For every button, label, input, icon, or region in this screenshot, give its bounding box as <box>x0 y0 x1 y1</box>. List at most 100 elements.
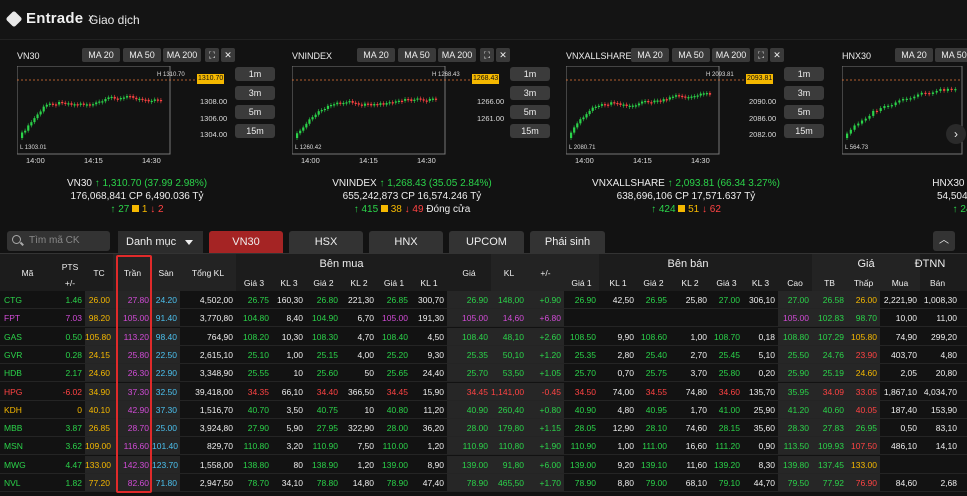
range-button-1m[interactable]: 1m <box>784 67 824 81</box>
col-header: TB <box>824 278 835 288</box>
range-button-5m[interactable]: 5m <box>510 105 550 119</box>
table-row[interactable]: CTG 1.46 26.00 27.80 24.20 4,502,00 26.75 160,3… <box>0 291 967 309</box>
cell: 26.95 <box>645 295 667 305</box>
cell: 10,30 <box>281 331 303 342</box>
range-button-3m[interactable]: 3m <box>510 86 550 100</box>
range-button-15m[interactable]: 15m <box>235 124 275 138</box>
col-header: Giá 2 <box>313 278 334 288</box>
cell: 27.00 <box>718 295 740 305</box>
col-header[interactable]: Mã <box>21 268 34 278</box>
index-chart-vnindex[interactable]: VNINDEX MA 20 MA 50 MA 200 ⛶ ✕ 1m 3m 5m 15m L 1260… <box>292 44 562 222</box>
tab-hnx[interactable]: HNX <box>369 231 443 253</box>
brand-logo[interactable]: Entrade X <box>5 10 94 27</box>
collapse-icon[interactable]: ︿ <box>933 231 955 251</box>
range-button-3m[interactable]: 3m <box>235 86 275 100</box>
stock-symbol[interactable]: GAS <box>4 331 22 342</box>
table-row[interactable]: HDB 2.17 24.60 26.30 22.90 3,348,90 25.55 10 25.… <box>0 364 967 383</box>
table-row[interactable]: GAS 0.50 105.80 113.20 98.40 764,90 108.20 10,3… <box>0 327 967 346</box>
cell: 26.90 <box>574 295 596 305</box>
cell: 137.45 <box>818 459 844 470</box>
cell: 34.40 <box>316 386 338 397</box>
cell: 25.15 <box>316 349 338 360</box>
cell: 25.90 <box>787 368 809 379</box>
tab-hsx[interactable]: HSX <box>289 231 363 253</box>
ref-square-icon <box>380 205 388 212</box>
tab-vn30[interactable]: VN30 <box>209 231 283 253</box>
ma-button[interactable]: MA 50 <box>123 48 161 62</box>
category-dropdown[interactable]: Danh mục <box>118 231 203 253</box>
chevron-right-icon[interactable]: › <box>946 124 966 144</box>
cell: -0.45 <box>541 386 561 397</box>
cell: 50 <box>364 368 374 379</box>
table-row[interactable]: MSN 3.62 109.00 116.60 101.40 829,70 110.80 3,2… <box>0 437 967 456</box>
cell: 4,502,00 <box>199 295 233 305</box>
range-button-15m[interactable]: 15m <box>784 124 824 138</box>
ma-button[interactable]: MA 20 <box>895 48 933 62</box>
market-tabs: Tìm mã CK Danh mục VN30 HSX HNX UPCOM Ph… <box>0 229 967 253</box>
table-row[interactable]: KDH 0 40.10 42.90 37.30 1,516,70 40.70 3,50 40.7… <box>0 400 967 419</box>
expand-icon[interactable]: ⛶ <box>754 48 768 62</box>
ma-button[interactable]: MA 20 <box>631 48 669 62</box>
y-tick: 1304.00 <box>200 130 228 139</box>
col-header: KL <box>503 268 515 278</box>
table-row[interactable]: NVL 1.82 77.20 82.60 71.80 2,947,50 78.70 34,10… <box>0 474 967 492</box>
brand-sup: X <box>88 14 94 23</box>
index-change: ↑ 1,268.43 (35.05 2.84%) <box>379 178 492 189</box>
close-icon[interactable]: ✕ <box>496 48 510 62</box>
index-volume: 54,504,300 <box>936 191 967 202</box>
range-button-1m[interactable]: 1m <box>510 67 550 81</box>
close-icon[interactable]: ✕ <box>770 48 784 62</box>
ma-button[interactable]: MA 50 <box>672 48 710 62</box>
table-row[interactable]: GVR 0.28 24.15 25.80 22.50 2,615,10 25.10 1,00 2… <box>0 345 967 364</box>
range-button-1m[interactable]: 1m <box>235 67 275 81</box>
stock-symbol[interactable]: HPG <box>4 386 23 397</box>
ma-button[interactable]: MA 200 <box>712 48 750 62</box>
stock-symbol[interactable]: CTG <box>4 295 22 305</box>
range-button-15m[interactable]: 15m <box>510 124 550 138</box>
stock-symbol[interactable]: GVR <box>4 349 23 360</box>
tab-upcom[interactable]: UPCOM <box>449 231 524 253</box>
search-input[interactable]: Tìm mã CK <box>7 231 110 251</box>
tab-phai-sinh[interactable]: Phái sinh <box>530 231 605 253</box>
expand-icon[interactable]: ⛶ <box>480 48 494 62</box>
cell: 50,10 <box>502 349 524 360</box>
cell: 1,008,30 <box>923 295 957 305</box>
candlestick-plot <box>566 66 756 155</box>
ma-button[interactable]: MA 200 <box>163 48 201 62</box>
price-board: Bên mua Bên bán Giá ĐTNN Mã PTS +/- TC Trần Sàn Tổ… <box>0 253 967 496</box>
ma-button[interactable]: MA 50 <box>935 48 967 62</box>
cell: 44,70 <box>753 478 775 488</box>
ref-count: 51 <box>688 204 700 215</box>
cell: 84,60 <box>895 478 917 488</box>
cell: 34.60 <box>718 386 740 397</box>
table-row[interactable]: HPG -6.02 34.90 37.30 32.50 39,418,00 34.35 66,… <box>0 382 967 401</box>
range-button-3m[interactable]: 3m <box>784 86 824 100</box>
cell: 0 <box>77 404 82 415</box>
ma-button[interactable]: MA 200 <box>438 48 476 62</box>
close-icon[interactable]: ✕ <box>221 48 235 62</box>
table-row[interactable]: FPT 7.03 98.20 105.00 91.40 3,770,80 104.80 8,4… <box>0 309 967 328</box>
stock-symbol[interactable]: HDB <box>4 368 22 379</box>
range-button-5m[interactable]: 5m <box>784 105 824 119</box>
index-chart-vnxallshare[interactable]: VNXALLSHARE MA 20 MA 50 MA 200 ⛶ ✕ 1m 3m 5m 15m L … <box>566 44 836 222</box>
nav-giao-dich[interactable]: Giao dịch <box>89 13 140 27</box>
stock-symbol[interactable]: FPT <box>4 313 21 324</box>
ma-button[interactable]: MA 50 <box>398 48 436 62</box>
stock-symbol[interactable]: MSN <box>4 441 23 452</box>
stock-symbol[interactable]: MWG <box>4 459 26 470</box>
range-button-5m[interactable]: 5m <box>235 105 275 119</box>
stock-symbol[interactable]: NVL <box>4 478 21 488</box>
ma-button[interactable]: MA 20 <box>82 48 120 62</box>
table-row[interactable]: MBB 3.87 26.85 28.70 25.00 3,924,80 27.90 5,90 2… <box>0 419 967 438</box>
stock-symbol[interactable]: KDH <box>4 404 22 415</box>
table-row[interactable]: MWG 4.47 133.00 142.30 123.70 1,558,00 138.80 8… <box>0 455 967 474</box>
stock-symbol[interactable]: MBB <box>4 423 23 434</box>
expand-icon[interactable]: ⛶ <box>205 48 219 62</box>
ma-button[interactable]: MA 20 <box>357 48 395 62</box>
cell: 123.70 <box>152 459 178 470</box>
index-chart-vn30[interactable]: VN30 MA 20 MA 50 MA 200 ⛶ ✕ 1m 3m 5m 15m L 1303.01… <box>17 44 287 222</box>
cell: 10,00 <box>895 313 917 324</box>
cell: 2,80 <box>617 349 634 360</box>
col-header: KL 3 <box>280 278 298 288</box>
